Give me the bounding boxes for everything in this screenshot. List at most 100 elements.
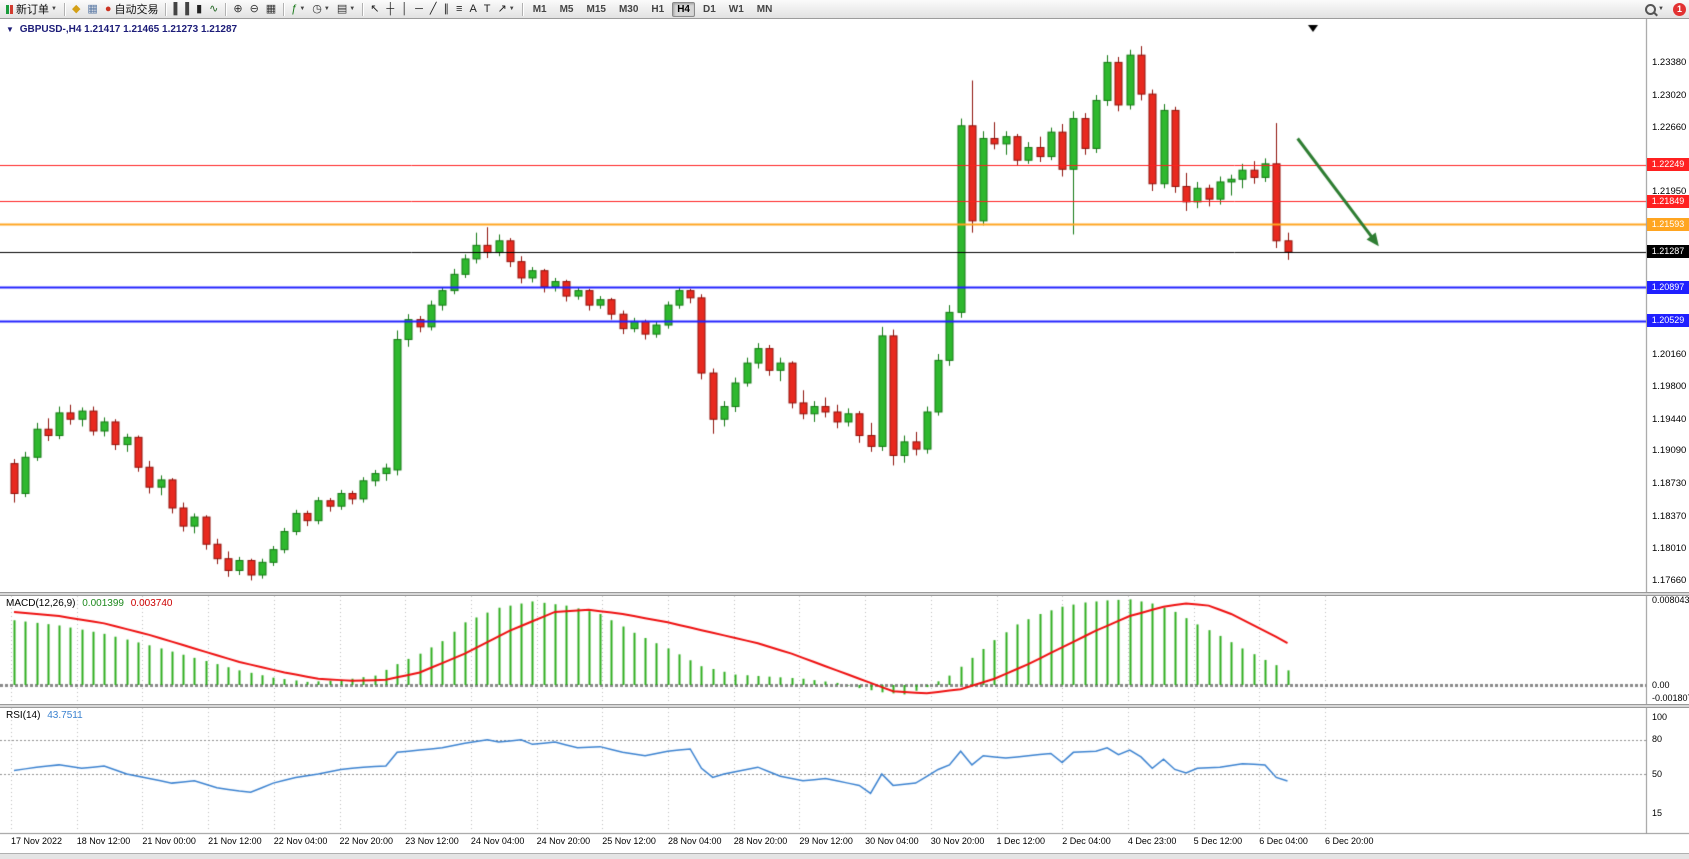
price-tick-label: 1.23380 bbox=[1652, 56, 1687, 68]
label-button[interactable]: T bbox=[481, 1, 494, 17]
new-order-icon bbox=[6, 4, 13, 14]
timeframe-button-m30[interactable]: M30 bbox=[618, 3, 639, 15]
timeframe-button-h1[interactable]: H1 bbox=[651, 3, 665, 15]
toolbar-divider bbox=[225, 2, 227, 16]
rsi-value: 43.7511 bbox=[47, 710, 83, 721]
time-axis-label: 24 Nov 04:00 bbox=[470, 836, 525, 846]
time-axis-label: 6 Dec 04:00 bbox=[1259, 836, 1308, 846]
price-tick-label: 1.18010 bbox=[1652, 543, 1687, 555]
price-tick-label: 1.22660 bbox=[1652, 122, 1687, 134]
indicators-icon: ƒ bbox=[291, 2, 298, 15]
toolbar-divider bbox=[63, 2, 65, 16]
arrows-button[interactable]: ↗ ▼ bbox=[495, 1, 518, 17]
fibonacci-button[interactable]: ≡ bbox=[453, 1, 465, 17]
toolbar-divider bbox=[521, 2, 523, 16]
price-line-badge: 1.21849 bbox=[1647, 194, 1689, 208]
price-line-badge: 1.21593 bbox=[1647, 217, 1689, 231]
price-tick-label: 1.17660 bbox=[1652, 574, 1687, 586]
price-tick-label: 1.20160 bbox=[1652, 348, 1687, 360]
candlestick-chart-icon: ▮ bbox=[196, 2, 203, 15]
chart-window-button[interactable]: ▦ bbox=[84, 1, 100, 17]
search-button[interactable]: ▼ bbox=[1642, 1, 1667, 17]
new-order-button[interactable]: 新订单 ▼ bbox=[3, 1, 60, 17]
macd-title: MACD(12,26,9) bbox=[6, 598, 76, 609]
line-chart-button[interactable]: ∿ bbox=[206, 1, 221, 17]
trendline-button[interactable]: ╱ bbox=[427, 1, 440, 17]
macd-scale-label: 0.00 bbox=[1652, 679, 1670, 690]
zoom-out-button[interactable]: ⊖ bbox=[247, 1, 262, 17]
toolbar-divider bbox=[362, 2, 364, 16]
time-axis-label: 24 Nov 20:00 bbox=[536, 836, 591, 846]
chart-ohlc-header: ▼ GBPUSD-,H4 1.21417 1.21465 1.21273 1.2… bbox=[6, 24, 237, 35]
crosshair-icon: ┼ bbox=[386, 2, 395, 15]
vertical-line-button[interactable]: │ bbox=[398, 1, 411, 17]
timeframe-button-m5[interactable]: M5 bbox=[559, 3, 574, 15]
timeframe-button-m1[interactable]: M1 bbox=[532, 3, 547, 15]
current-price-badge: 1.21287 bbox=[1647, 245, 1689, 259]
timeframe-button-d1[interactable]: D1 bbox=[703, 3, 716, 15]
periods-button[interactable]: ◷ ▼ bbox=[309, 1, 333, 17]
marketwatch-icon: ◆ bbox=[71, 2, 81, 15]
cursor-icon: ↖ bbox=[370, 2, 380, 15]
cursor-button[interactable]: ↖ bbox=[367, 1, 382, 17]
indicators-button[interactable]: ƒ ▼ bbox=[288, 1, 308, 17]
templates-button[interactable]: ▤ ▼ bbox=[334, 1, 358, 17]
zoom-in-button[interactable]: ⊕ bbox=[230, 1, 245, 17]
autotrade-button[interactable]: ● 自动交易 bbox=[102, 1, 162, 17]
price-line-badge: 1.20897 bbox=[1647, 280, 1689, 294]
tile-windows-button[interactable]: ▦ bbox=[263, 1, 279, 17]
notification-badge[interactable]: 1 bbox=[1673, 2, 1686, 16]
label-icon: T bbox=[483, 2, 491, 15]
periods-icon: ◷ bbox=[312, 2, 322, 15]
time-axis-label: 6 Dec 20:00 bbox=[1325, 836, 1374, 846]
macd-scale-label: -0.001807 bbox=[1652, 692, 1689, 703]
fibonacci-icon: ≡ bbox=[456, 2, 463, 15]
price-tick-label: 1.18730 bbox=[1652, 478, 1687, 490]
toolbar-divider bbox=[165, 2, 167, 16]
window-bottom-edge bbox=[0, 853, 1689, 859]
panel-splitter[interactable] bbox=[0, 592, 1689, 596]
time-axis-label: 30 Nov 04:00 bbox=[865, 836, 919, 846]
text-icon: A bbox=[469, 2, 477, 15]
time-axis-label: 28 Nov 04:00 bbox=[668, 836, 722, 846]
chevron-down-icon: ▼ bbox=[51, 6, 57, 12]
time-axis-label: 28 Nov 20:00 bbox=[733, 836, 788, 846]
bar-chart-icon: ▌▐ bbox=[173, 2, 190, 15]
time-axis-label: 29 Nov 12:00 bbox=[799, 836, 853, 846]
rsi-title: RSI(14) bbox=[6, 710, 41, 721]
chart-area[interactable]: ▼ GBPUSD-,H4 1.21417 1.21465 1.21273 1.2… bbox=[0, 19, 1689, 859]
candlestick-chart-button[interactable]: ▮ bbox=[193, 1, 205, 17]
chart-menu-icon[interactable]: ▼ bbox=[6, 25, 14, 34]
chart-canvas[interactable] bbox=[0, 19, 1689, 858]
rsi-scale-label: 15 bbox=[1652, 808, 1663, 819]
rsi-scale-label: 50 bbox=[1652, 768, 1663, 779]
marketwatch-button[interactable]: ◆ bbox=[69, 1, 83, 17]
price-tick-label: 1.23020 bbox=[1652, 89, 1687, 101]
chevron-down-icon: ▼ bbox=[299, 6, 306, 12]
macd-main-value: 0.001399 bbox=[82, 598, 124, 609]
timeframe-button-h4[interactable]: H4 bbox=[672, 1, 695, 17]
templates-icon: ▤ bbox=[336, 2, 348, 15]
time-axis-label: 17 Nov 2022 bbox=[11, 836, 63, 846]
time-axis-label: 21 Nov 12:00 bbox=[208, 836, 262, 846]
timeframe-button-mn[interactable]: MN bbox=[756, 3, 773, 15]
time-axis-label: 25 Nov 12:00 bbox=[602, 836, 656, 846]
timeframe-button-w1[interactable]: W1 bbox=[728, 3, 744, 15]
chart-window-icon: ▦ bbox=[87, 2, 98, 15]
chevron-down-icon: ▼ bbox=[323, 6, 330, 12]
macd-indicator-label: MACD(12,26,9) 0.001399 0.003740 bbox=[6, 598, 176, 609]
zoom-in-icon: ⊕ bbox=[233, 2, 243, 15]
timeframe-button-m15[interactable]: M15 bbox=[586, 3, 606, 15]
time-axis-label: 22 Nov 04:00 bbox=[273, 836, 328, 846]
panel-splitter[interactable] bbox=[0, 704, 1689, 708]
rsi-scale-label: 100 bbox=[1652, 711, 1668, 722]
horizontal-line-button[interactable]: ─ bbox=[412, 1, 426, 17]
bar-chart-button[interactable]: ▌▐ bbox=[170, 1, 192, 17]
rsi-scale-label: 80 bbox=[1652, 734, 1663, 745]
text-button[interactable]: A bbox=[466, 1, 479, 17]
arrows-icon: ↗ bbox=[497, 2, 507, 15]
chart-ohlc-values: 1.21417 1.21465 1.21273 1.21287 bbox=[84, 24, 238, 35]
price-line-badge: 1.22249 bbox=[1647, 158, 1689, 172]
channel-button[interactable]: ∥ bbox=[441, 1, 453, 17]
crosshair-button[interactable]: ┼ bbox=[383, 1, 397, 17]
